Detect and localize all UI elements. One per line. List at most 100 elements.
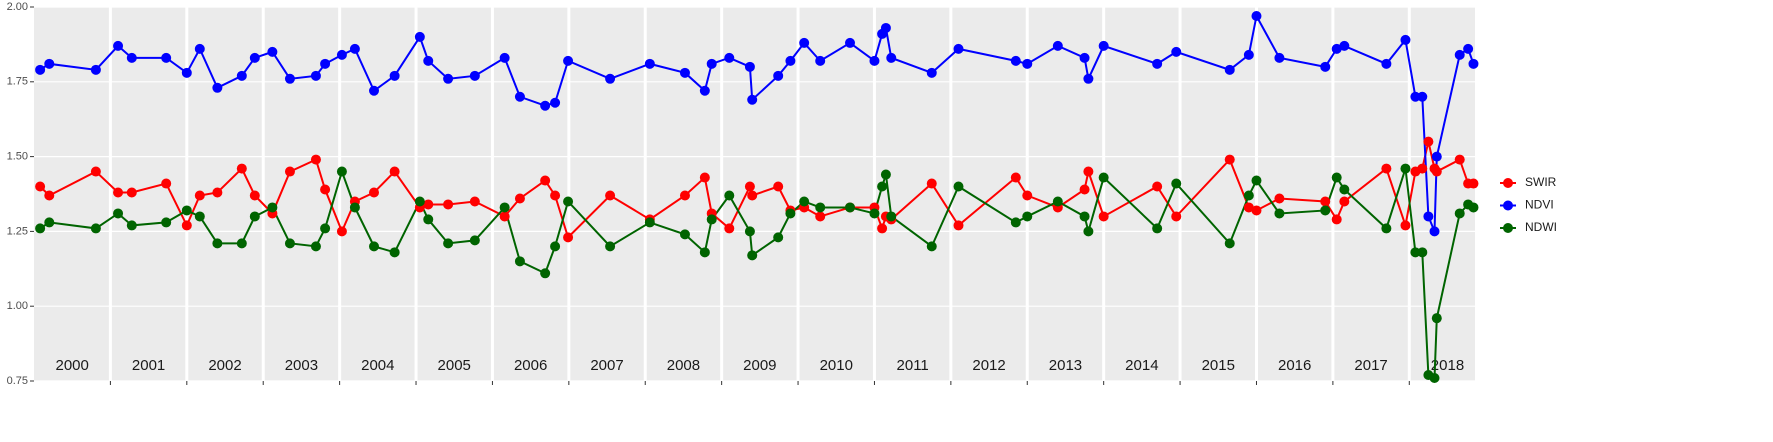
point — [1417, 91, 1428, 102]
point — [284, 166, 295, 177]
point — [869, 55, 880, 66]
point — [747, 94, 758, 105]
point — [773, 181, 784, 192]
point — [724, 190, 735, 201]
point — [1468, 178, 1479, 189]
point — [423, 214, 434, 225]
point — [113, 187, 124, 198]
point — [310, 241, 321, 252]
point — [1251, 10, 1262, 21]
point — [1171, 211, 1182, 222]
point — [785, 55, 796, 66]
point — [1171, 178, 1182, 189]
year-label: 2011 — [897, 357, 929, 374]
year-label: 2016 — [1278, 357, 1311, 374]
point — [724, 223, 735, 234]
point — [499, 52, 510, 63]
point — [236, 238, 247, 249]
point — [181, 220, 192, 231]
point — [880, 169, 891, 180]
legend-key — [1503, 200, 1513, 211]
point — [389, 70, 400, 81]
point — [1468, 58, 1479, 69]
point — [699, 172, 710, 183]
point — [877, 181, 888, 192]
point — [1079, 211, 1090, 222]
point — [1010, 217, 1021, 228]
point — [1429, 226, 1440, 237]
point — [550, 241, 561, 252]
point — [349, 43, 360, 54]
point — [880, 22, 891, 33]
point — [1171, 46, 1182, 57]
point — [194, 43, 205, 54]
point — [1400, 34, 1411, 45]
year-label: 2005 — [438, 357, 471, 374]
year-label: 2018 — [1431, 357, 1464, 374]
point — [744, 226, 755, 237]
point — [414, 31, 425, 42]
point — [161, 217, 172, 228]
year-label: 2012 — [972, 357, 1005, 374]
point — [1423, 211, 1434, 222]
point — [514, 193, 525, 204]
point — [514, 91, 525, 102]
point — [443, 238, 454, 249]
point — [126, 220, 137, 231]
point — [336, 49, 347, 60]
point — [1152, 58, 1163, 69]
point — [212, 82, 223, 93]
year-label: 2004 — [361, 357, 394, 374]
point — [320, 58, 331, 69]
point — [1331, 43, 1342, 54]
point — [785, 208, 796, 219]
point — [605, 190, 616, 201]
point — [336, 166, 347, 177]
point — [773, 232, 784, 243]
point — [1098, 211, 1109, 222]
legend-label: SWIR — [1525, 175, 1557, 189]
point — [563, 232, 574, 243]
point — [1083, 73, 1094, 84]
point — [1331, 172, 1342, 183]
point — [605, 73, 616, 84]
point — [744, 181, 755, 192]
point — [1243, 190, 1254, 201]
legend-label: NDWI — [1525, 220, 1557, 234]
point — [499, 202, 510, 213]
point — [369, 187, 380, 198]
point — [1079, 52, 1090, 63]
point — [926, 178, 937, 189]
point — [1098, 172, 1109, 183]
point — [1010, 172, 1021, 183]
point — [1274, 208, 1285, 219]
point — [1274, 193, 1285, 204]
point — [540, 100, 551, 111]
point — [1251, 205, 1262, 216]
point — [35, 223, 46, 234]
point — [1274, 52, 1285, 63]
year-label: 2002 — [208, 357, 241, 374]
point — [815, 202, 826, 213]
point — [1251, 175, 1262, 186]
point — [44, 217, 55, 228]
point — [35, 181, 46, 192]
point — [1331, 214, 1342, 225]
point — [469, 70, 480, 81]
point — [815, 211, 826, 222]
point — [953, 43, 964, 54]
point — [706, 58, 717, 69]
y-tick-label: 0.75 — [7, 375, 28, 387]
point — [1417, 247, 1428, 258]
point — [644, 217, 655, 228]
point — [679, 67, 690, 78]
point — [540, 268, 551, 279]
point — [161, 52, 172, 63]
point — [724, 52, 735, 63]
year-label: 2009 — [743, 357, 776, 374]
point — [953, 181, 964, 192]
point — [320, 184, 331, 195]
point — [1022, 211, 1033, 222]
point — [194, 190, 205, 201]
